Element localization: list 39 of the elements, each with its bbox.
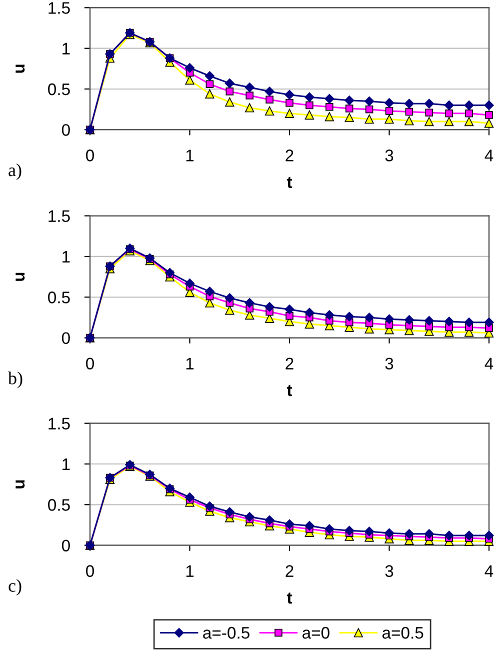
x-tick-label: 2	[286, 565, 294, 577]
y-tick-label: 1	[62, 251, 70, 263]
y-tick-label: 1	[62, 458, 70, 470]
y-tick-label: 0	[62, 540, 70, 552]
y-axis-title: u	[16, 272, 25, 281]
x-tick-label: 1	[186, 358, 194, 370]
legend-label: a=-0.5	[203, 626, 250, 639]
legend-label: a=0.5	[382, 626, 424, 639]
y-tick-label: 1.5	[48, 2, 70, 14]
x-tick-label: 1	[186, 565, 194, 577]
x-axis-title: t	[286, 385, 292, 396]
x-tick-label: 1	[186, 150, 194, 162]
x-tick-label: 0	[86, 565, 94, 577]
text: c)	[8, 579, 22, 596]
x-tick-label: 0	[86, 150, 94, 162]
y-axis-title: u	[16, 64, 25, 73]
x-axis-title: t	[286, 592, 292, 604]
y-tick-label: 0.5	[48, 83, 70, 96]
legend-label: a=0	[302, 626, 330, 639]
x-tick-label: 4	[484, 150, 494, 162]
text: a)	[8, 163, 22, 180]
y-tick-label: 1	[62, 42, 70, 54]
x-tick-label: 2	[286, 358, 294, 370]
x-tick-label: 3	[385, 565, 394, 577]
x-axis-title: t	[286, 176, 292, 188]
x-tick-label: 4	[484, 358, 494, 370]
x-tick-label: 4	[484, 565, 494, 577]
text: b)	[8, 372, 22, 388]
x-tick-label: 2	[286, 150, 294, 162]
y-tick-label: 1.5	[48, 418, 70, 430]
y-tick-label: 0.5	[48, 292, 70, 304]
y-tick-label: 1.5	[48, 210, 70, 222]
x-tick-label: 0	[86, 358, 94, 370]
x-tick-label: 3	[385, 150, 394, 162]
y-axis-title: u	[16, 480, 25, 488]
x-tick-label: 3	[385, 358, 394, 370]
y-tick-label: 0	[62, 332, 70, 344]
y-tick-label: 0	[62, 124, 70, 136]
y-tick-label: 0.5	[48, 499, 70, 511]
